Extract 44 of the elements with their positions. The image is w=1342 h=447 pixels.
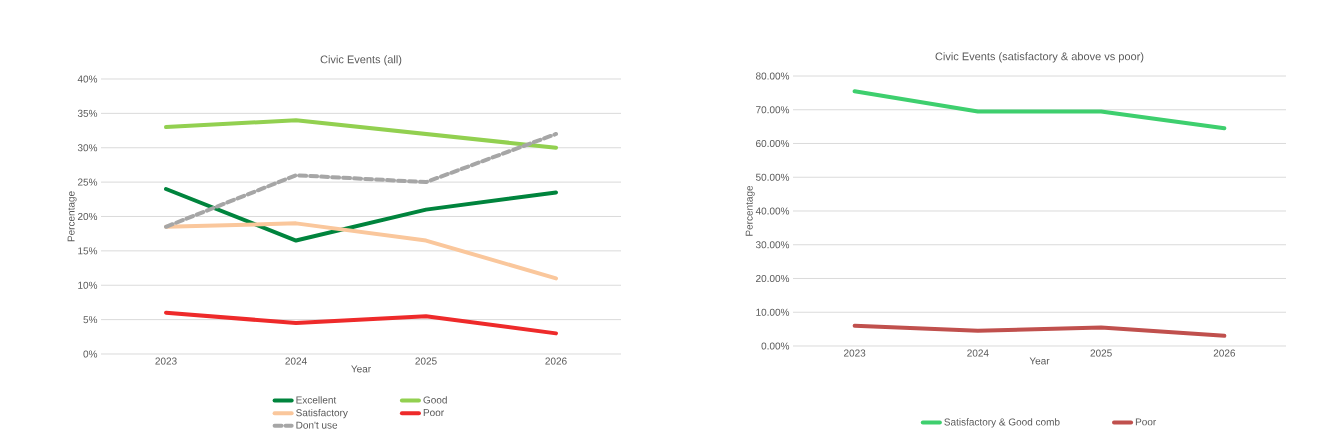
y-tick-label: 5% [83,316,98,324]
y-tick-label: 10% [78,281,98,289]
y-tick-label: 80.00% [755,72,790,80]
x-tick-label: 2023 [155,357,177,365]
x-tick-label: 2023 [844,349,866,357]
y-tick-label: 50.00% [755,173,790,181]
y-tick-label: 40.00% [755,207,790,215]
line-series [164,221,559,281]
y-axis-title: Percentage [67,191,77,242]
y-tick-label: 60.00% [756,139,790,148]
line-series [164,131,559,229]
legend-label: Poor [423,409,444,417]
line-series [852,323,1227,338]
y-tick-label: 0.00% [761,342,790,350]
line-series [164,310,559,336]
y-tick-label: 10.00% [756,308,790,316]
legend-label: Satisfactory & Good comb [944,418,1060,428]
legend-label: Good [423,396,447,404]
y-axis-title: Percentage [745,185,755,236]
x-tick-label: 2024 [967,349,989,357]
y-tick-label: 70.00% [756,106,790,114]
y-tick-label: 0% [83,350,98,358]
x-axis-title: Year [351,365,371,373]
legend-label: Excellent [296,396,337,404]
y-tick-label: 25% [77,178,98,186]
line-series [164,186,559,243]
y-tick-label: 20% [77,212,98,221]
y-tick-label: 40% [77,75,98,83]
x-tick-label: 2024 [285,357,307,365]
x-tick-label: 2025 [415,357,437,365]
x-tick-label: 2026 [1213,349,1236,357]
y-tick-label: 35% [77,109,98,117]
legend-label: Poor [1135,418,1157,426]
x-tick-label: 2026 [545,357,567,365]
x-tick-label: 2025 [1090,349,1112,357]
chart-title: Civic Events (satisfactory & above vs poor) [935,52,1144,63]
y-tick-label: 30.00% [755,241,790,249]
y-tick-label: 20.00% [756,274,790,283]
y-tick-label: 30% [77,144,98,152]
legend-label: Don't use [296,421,338,429]
legend-label: Satisfactory [296,408,348,419]
chart-title: Civic Events (all) [320,55,402,66]
y-tick-label: 15% [78,247,98,255]
x-axis-title: Year [1029,357,1050,365]
